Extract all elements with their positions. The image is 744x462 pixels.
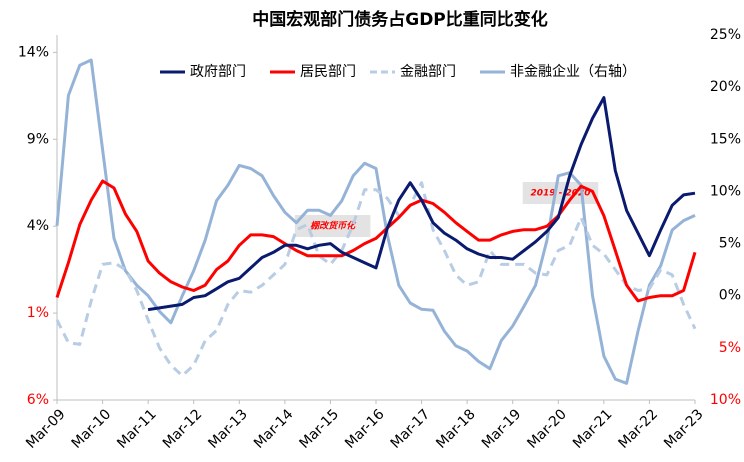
legend-label: 居民部门 [300, 64, 356, 80]
y2-tick-label: 25% [710, 27, 741, 43]
x-tick-label: Mar-10 [69, 406, 115, 452]
y2-tick-label: 10% [710, 392, 741, 408]
x-tick-label: Mar-20 [524, 406, 570, 452]
x-tick-label: Mar-16 [342, 406, 388, 452]
x-tick-label: Mar-23 [661, 406, 707, 452]
series-line [55, 179, 697, 303]
annotation-text: 棚改货币化 [310, 221, 357, 232]
y2-tick-label: 15% [710, 131, 741, 147]
legend-label: 金融部门 [400, 64, 456, 80]
y2-tick-label: 5% [719, 236, 741, 252]
legend-label: 政府部门 [190, 64, 246, 80]
series-line [55, 58, 696, 385]
x-tick-label: Mar-18 [433, 406, 479, 452]
x-tick-label: Mar-14 [251, 406, 297, 452]
chart-title: 中国宏观部门债务占GDP比重同比变化 [252, 9, 548, 30]
x-tick-label: Mar-13 [205, 406, 251, 452]
x-tick-label: Mar-19 [479, 406, 525, 452]
x-tick-label: Mar-17 [388, 406, 434, 452]
y2-tick-label: 5% [719, 340, 741, 356]
x-tick-label: Mar-15 [297, 406, 343, 452]
y2-tick-label: 10% [710, 183, 741, 199]
series-line [55, 181, 697, 378]
x-tick-label: Mar-12 [160, 406, 206, 452]
x-tick-label: Mar-09 [23, 406, 69, 452]
y-tick-label: 1% [27, 305, 49, 321]
legend-label: 非金融企业（右轴） [510, 63, 636, 80]
y2-tick-label: 0% [719, 288, 741, 304]
y-tick-label: 6% [27, 392, 49, 408]
x-tick-label: Mar-21 [570, 406, 616, 452]
y-tick-label: 4% [27, 218, 49, 234]
y-tick-label: 9% [27, 131, 49, 147]
x-tick-label: Mar-11 [114, 406, 160, 452]
x-tick-label: Mar-22 [616, 406, 662, 452]
y-tick-label: 14% [18, 44, 49, 60]
y2-tick-label: 20% [710, 79, 741, 95]
annotation-text: 2019 - 2020 [530, 189, 590, 199]
series-line [147, 96, 696, 312]
